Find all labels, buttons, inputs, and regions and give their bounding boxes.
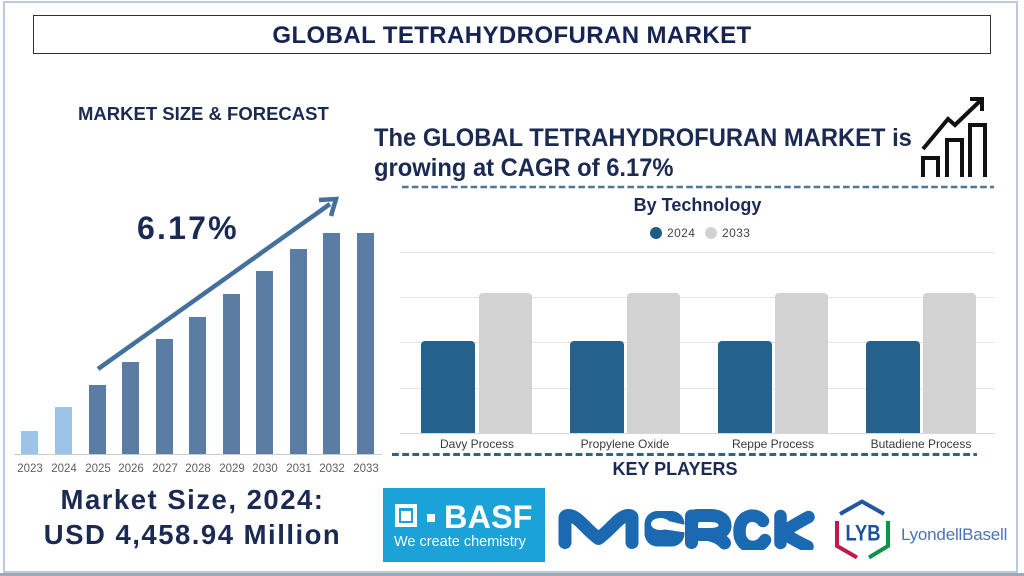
svg-text:LYB: LYB: [846, 521, 881, 546]
